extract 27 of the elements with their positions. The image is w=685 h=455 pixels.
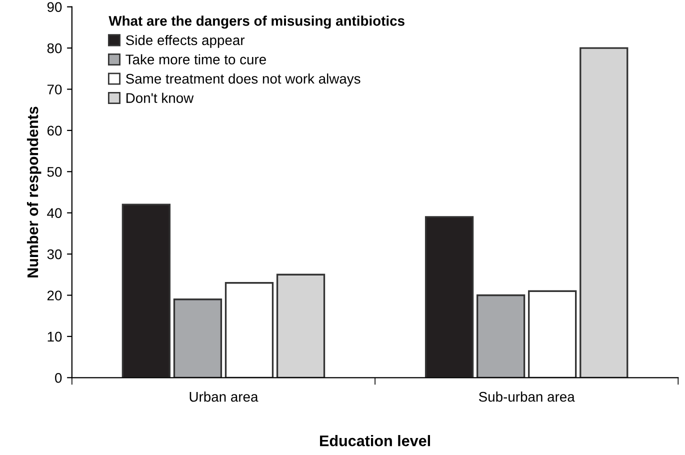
x-tick-label: Urban area (190, 392, 258, 402)
legend-label: Same treatment does not work always (126, 73, 360, 86)
y-tick-label: 80 (47, 43, 62, 54)
x-tick-label: Sub-urban area (478, 392, 575, 402)
bar (476, 294, 526, 378)
y-tick-label: 0 (55, 372, 62, 383)
bar (276, 274, 326, 378)
x-axis-title: Education level (320, 435, 430, 446)
y-tick-label: 90 (47, 2, 62, 12)
bar (122, 204, 171, 378)
bar (224, 282, 274, 378)
y-tick-label: 30 (47, 249, 62, 260)
y-axis-title: Number of respondents (26, 106, 42, 278)
y-tick-label: 50 (47, 166, 62, 177)
legend-label: Take more time to cure (126, 54, 266, 64)
y-tick-label: 70 (47, 84, 62, 94)
y-tick-label: 10 (48, 332, 62, 342)
y-tick-label: 20 (47, 290, 62, 300)
bar (424, 216, 474, 378)
bar (528, 290, 577, 378)
y-tick-label: 40 (47, 208, 62, 218)
legend-title: What are the dangers of misusing antibiotics (108, 16, 404, 29)
bar (580, 47, 628, 378)
y-tick-label: 60 (47, 126, 62, 136)
legend-label: Side effects appear (126, 34, 245, 48)
bar (173, 298, 222, 378)
legend-label: Don't know (126, 92, 194, 103)
